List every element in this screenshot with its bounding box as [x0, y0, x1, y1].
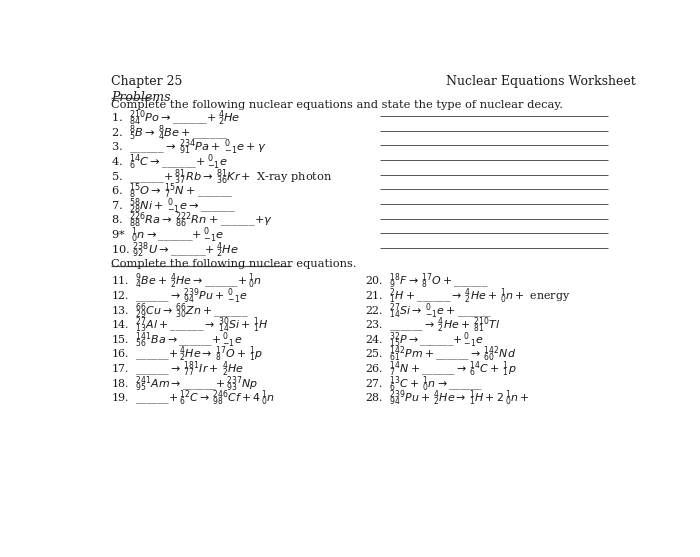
Text: 5.  ______$+\,^{81}_{37}Rb\rightarrow\,^{81}_{36}Kr+$ X-ray photon: 5. ______$+\,^{81}_{37}Rb\rightarrow\,^{… — [111, 167, 332, 187]
Text: 21.  $^{2}_{1}H+$______$\rightarrow\,^{4}_{2}He+\,^{1}_{0}n+$ energy: 21. $^{2}_{1}H+$______$\rightarrow\,^{4}… — [365, 286, 570, 306]
Text: Complete the following nuclear equations and state the type of nuclear decay.: Complete the following nuclear equations… — [111, 100, 563, 110]
Text: 23.  ______$\rightarrow\,^{4}_{2}He+\,^{210}_{81}Tl$: 23. ______$\rightarrow\,^{4}_{2}He+\,^{2… — [365, 316, 500, 335]
Text: 11.  $^{9}_{4}Be+\,^{4}_{2}He\rightarrow$______$+\,^{1}_{0}n$: 11. $^{9}_{4}Be+\,^{4}_{2}He\rightarrow$… — [111, 272, 262, 291]
Text: 8.  $^{226}_{88}Ra\rightarrow\,^{222}_{86}Rn+$______$+\gamma$: 8. $^{226}_{88}Ra\rightarrow\,^{222}_{86… — [111, 211, 273, 231]
Text: 1.  $^{210}_{84}Po\rightarrow$______$+\,^{4}_{2}He$: 1. $^{210}_{84}Po\rightarrow$______$+\,^… — [111, 109, 240, 128]
Text: Chapter 25: Chapter 25 — [111, 75, 182, 87]
Text: 12.  ______$\rightarrow\,^{239}_{94}Pu+\,^{0}_{-1}e$: 12. ______$\rightarrow\,^{239}_{94}Pu+\,… — [111, 286, 248, 306]
Text: 19.  ______$+\,^{12}_{6}C\rightarrow\,^{246}_{98}Cf+4\,^{1}_{0}n$: 19. ______$+\,^{12}_{6}C\rightarrow\,^{2… — [111, 389, 275, 408]
Text: 13.  $^{66}_{29}Cu\rightarrow\,^{66}_{30}Zn+$______: 13. $^{66}_{29}Cu\rightarrow\,^{66}_{30}… — [111, 301, 248, 320]
Text: 25.  $^{142}_{61}Pm+$______$\rightarrow\,^{142}_{60}Nd$: 25. $^{142}_{61}Pm+$______$\rightarrow\,… — [365, 345, 516, 364]
Text: 10. $^{238}_{92}U\rightarrow$______$+\,^{4}_{2}He$: 10. $^{238}_{92}U\rightarrow$______$+\,^… — [111, 240, 239, 260]
Text: 14.  $^{27}_{13}Al+$______$\rightarrow\,^{30}_{14}Si+\,^{1}_{1}H$: 14. $^{27}_{13}Al+$______$\rightarrow\,^… — [111, 316, 269, 335]
Text: 15.  $^{141}_{56}Ba\rightarrow$______$+\,^{0}_{-1}e$: 15. $^{141}_{56}Ba\rightarrow$______$+\,… — [111, 330, 242, 350]
Text: 20.  $^{18}_{9}F\rightarrow\,^{17}_{8}O+$______: 20. $^{18}_{9}F\rightarrow\,^{17}_{8}O+$… — [365, 272, 489, 291]
Text: 18.  $^{241}_{95}Am\rightarrow$______$+\,^{237}_{93}Np$: 18. $^{241}_{95}Am\rightarrow$______$+\,… — [111, 374, 258, 394]
Text: 24.  $^{32}_{15}P\rightarrow$______$+\,^{0}_{-1}e$: 24. $^{32}_{15}P\rightarrow$______$+\,^{… — [365, 330, 484, 350]
Text: 27.  $^{13}_{6}C+\,^{1}_{0}n\rightarrow$______: 27. $^{13}_{6}C+\,^{1}_{0}n\rightarrow$_… — [365, 374, 484, 394]
Text: 17.  ______$\rightarrow\,^{181}_{77}Ir+\,^{4}_{2}He$: 17. ______$\rightarrow\,^{181}_{77}Ir+\,… — [111, 359, 244, 379]
Text: 7.  $^{58}_{28}Ni+\,^{0}_{-1}e\rightarrow$______: 7. $^{58}_{28}Ni+\,^{0}_{-1}e\rightarrow… — [111, 196, 236, 216]
Text: Nuclear Equations Worksheet: Nuclear Equations Worksheet — [446, 75, 636, 87]
Text: 6.  $^{15}_{8}O\rightarrow\,^{15}_{7}N+$______: 6. $^{15}_{8}O\rightarrow\,^{15}_{7}N+$_… — [111, 182, 233, 201]
Text: 2.  $^{8}_{5}B\rightarrow\,^{8}_{4}Be+$______: 2. $^{8}_{5}B\rightarrow\,^{8}_{4}Be+$__… — [111, 123, 228, 143]
Text: 4.  $^{14}_{6}C\rightarrow$______$+\,^{0}_{-1}e$: 4. $^{14}_{6}C\rightarrow$______$+\,^{0}… — [111, 152, 228, 172]
Text: 9*  $^{1}_{0}n\rightarrow$______$+\,^{0}_{-1}e$: 9* $^{1}_{0}n\rightarrow$______$+\,^{0}_… — [111, 226, 224, 245]
Text: Problems: Problems — [111, 91, 170, 104]
Text: 3.  ______$\rightarrow\,^{234}_{91}Pa+\,^{0}_{-1}e+\gamma$: 3. ______$\rightarrow\,^{234}_{91}Pa+\,^… — [111, 138, 267, 157]
Text: 26.  $^{14}_{7}N+$______$\rightarrow\,^{14}_{6}C+\,^{1}_{1}p$: 26. $^{14}_{7}N+$______$\rightarrow\,^{1… — [365, 359, 517, 379]
Text: 22.  $^{27}_{14}Si\rightarrow\,^{0}_{-1}e+$______: 22. $^{27}_{14}Si\rightarrow\,^{0}_{-1}e… — [365, 301, 492, 320]
Text: Complete the following nuclear equations.: Complete the following nuclear equations… — [111, 258, 356, 268]
Text: 28.  $^{239}_{94}Pu+\,^{4}_{2}He\rightarrow\,^{1}_{1}H+2\,^{1}_{0}n+$: 28. $^{239}_{94}Pu+\,^{4}_{2}He\rightarr… — [365, 389, 529, 408]
Text: 16.  ______$+\,^{4}_{2}He\rightarrow\,^{17}_{8}O+\,^{1}_{1}p$: 16. ______$+\,^{4}_{2}He\rightarrow\,^{1… — [111, 345, 262, 364]
